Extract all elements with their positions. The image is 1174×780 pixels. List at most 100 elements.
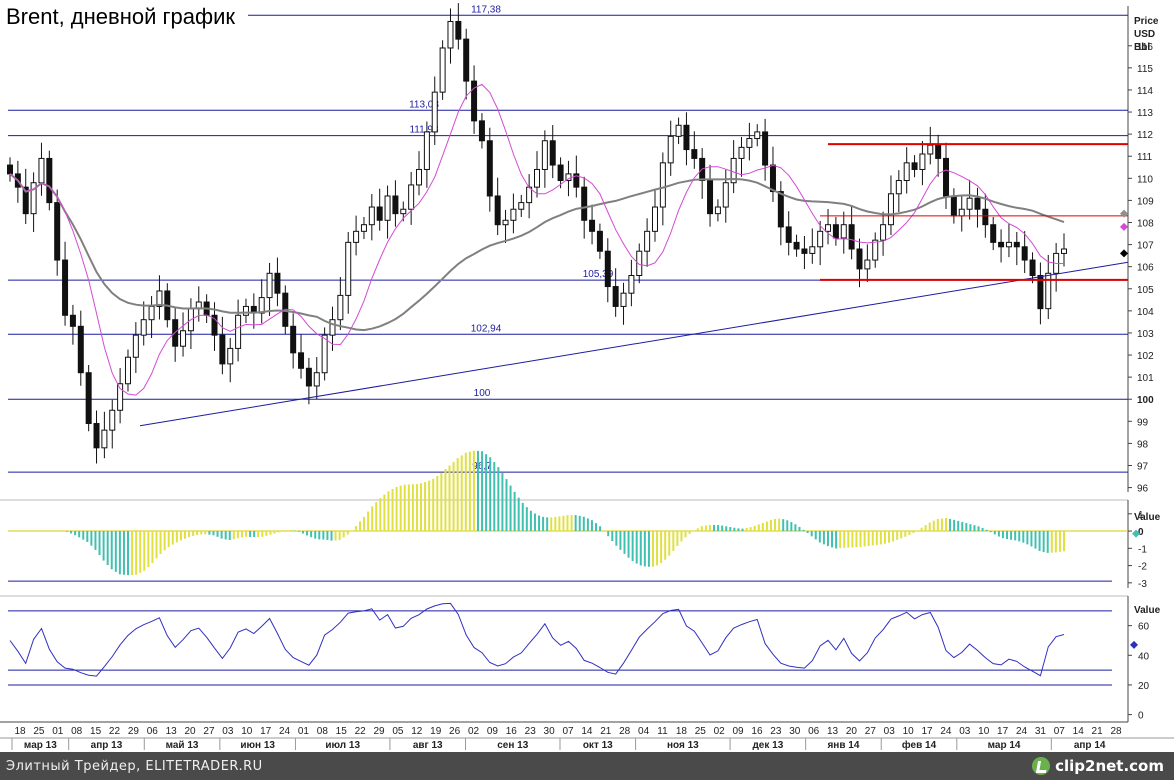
price-tick-label: 96	[1137, 484, 1149, 495]
candle-body	[408, 184, 415, 210]
candle-body	[911, 162, 918, 170]
x-day-label: 21	[1092, 726, 1104, 737]
x-month-label: янв 14	[827, 740, 859, 751]
candle-body	[1021, 246, 1028, 261]
candle-body	[423, 131, 430, 170]
x-day-label: 30	[544, 726, 556, 737]
x-day-label: 13	[166, 726, 178, 737]
candle-body	[534, 168, 540, 188]
price-tick-label: 99	[1137, 417, 1149, 428]
candle-body	[730, 157, 737, 184]
candle-body	[872, 239, 879, 261]
candle-body	[754, 131, 761, 140]
rsi-tick-label: 60	[1138, 622, 1150, 633]
candle-body	[644, 230, 651, 252]
candle-body	[124, 356, 131, 385]
x-day-label: 24	[279, 726, 291, 737]
x-day-label: 03	[222, 726, 234, 737]
rsi-line	[9, 602, 1065, 677]
candle-body	[825, 224, 832, 232]
candle-body	[132, 334, 139, 358]
x-day-label: 14	[1073, 726, 1085, 737]
candle-body	[77, 325, 84, 374]
candle-body	[455, 20, 462, 40]
candle-body	[801, 248, 808, 254]
candle-body	[227, 347, 234, 365]
price-tick-label: 111	[1137, 152, 1153, 163]
candle-body	[950, 195, 957, 217]
price-tick-label: 104	[1137, 307, 1154, 318]
candle-body	[353, 230, 360, 243]
value-marker	[1120, 209, 1128, 218]
candle-body	[242, 305, 249, 316]
candle-body	[478, 120, 485, 142]
rsi-axis-header: Value	[1134, 605, 1161, 616]
x-month-label: ноя 13	[667, 740, 699, 751]
candle-body	[683, 124, 690, 151]
candle-body	[864, 259, 871, 270]
candle-body	[494, 195, 501, 226]
candle-body	[746, 138, 753, 148]
candle-body	[486, 140, 493, 197]
x-day-label: 26	[449, 726, 461, 737]
ma-short-line	[9, 83, 1065, 396]
candle-body	[1029, 259, 1036, 277]
candle-body	[840, 224, 847, 239]
chart-title: Brent, дневной график	[6, 4, 236, 29]
level-label: 100	[474, 388, 491, 399]
x-day-label: 15	[90, 726, 102, 737]
osc-tick-label: 0	[1138, 527, 1144, 538]
price-tick-label: 100	[1137, 395, 1154, 406]
candle-body	[7, 164, 13, 175]
x-day-label: 16	[751, 726, 763, 737]
x-day-label: 17	[997, 726, 1009, 737]
candle-body	[557, 164, 564, 182]
x-axis: 18 25 01 08 15 22 29 06 13 20 27 03 10 17 24 01 08 15 22 29…	[0, 721, 1174, 751]
rsi-tick-label: 20	[1138, 681, 1150, 692]
candle-body	[258, 297, 265, 314]
candle-body	[219, 334, 226, 365]
candle-body	[738, 146, 745, 159]
footer-bar: Элитный Трейдер, ELITETRADER.RU clip2net…	[0, 752, 1174, 780]
x-day-label: 08	[317, 726, 329, 737]
candle-body	[400, 208, 407, 215]
x-day-label: 17	[260, 726, 272, 737]
price-tick-label: 101	[1137, 373, 1154, 384]
price-tick-label: 116	[1137, 42, 1153, 53]
candle-body	[832, 224, 839, 239]
osc-axis-header: Value	[1134, 512, 1161, 523]
candle-body	[856, 248, 863, 270]
x-day-label: 22	[109, 726, 121, 737]
candle-body	[675, 124, 682, 137]
candle-body	[943, 157, 950, 197]
candle-body	[22, 186, 29, 215]
x-day-label: 16	[506, 726, 518, 737]
trend-line	[139, 261, 1129, 427]
candle-body	[392, 195, 399, 215]
candle-body	[636, 250, 643, 277]
candle-body	[463, 38, 470, 82]
footer-source: Элитный Трейдер, ELITETRADER.RU	[6, 759, 263, 774]
candle-body	[148, 305, 155, 321]
brand-logo[interactable]: clip2net.com	[1032, 756, 1164, 776]
candle-body	[85, 372, 92, 425]
candle-body	[667, 135, 674, 164]
candle-body	[722, 182, 729, 208]
level-label: 105,39	[583, 269, 614, 280]
candle-body	[416, 168, 423, 186]
candle-body	[958, 208, 965, 217]
candle-body	[604, 250, 611, 288]
rsi-panel: Value 60 40 20 0	[0, 580, 1161, 722]
candle-body	[38, 157, 45, 184]
x-day-label: 14	[581, 726, 593, 737]
rsi-tick-label: 0	[1138, 711, 1144, 722]
candle-body	[1037, 275, 1044, 310]
candle-body	[998, 241, 1005, 248]
osc-tick-label: -3	[1138, 579, 1147, 590]
x-day-label: 19	[430, 726, 442, 737]
x-day-label: 30	[789, 726, 801, 737]
candle-body	[935, 144, 942, 159]
x-day-label: 13	[827, 726, 839, 737]
price-axis-header: Bbl	[1134, 42, 1150, 53]
candle-body	[368, 206, 375, 226]
